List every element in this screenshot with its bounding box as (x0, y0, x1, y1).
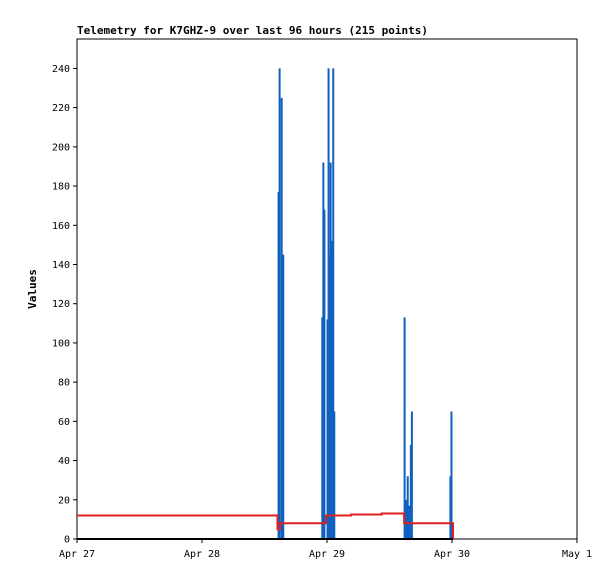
y-tick-label: 120 (52, 299, 70, 310)
x-tick-label: May 1 (562, 549, 592, 560)
y-tick-label: 0 (64, 535, 70, 546)
y-tick-label: 240 (52, 64, 70, 75)
y-tick-label: 160 (52, 221, 70, 232)
y-tick-label: 40 (58, 456, 70, 467)
y-tick-label: 140 (52, 260, 70, 271)
series-layer (77, 68, 454, 540)
y-tick-label: 20 (58, 495, 70, 506)
y-tick-label: 180 (52, 182, 70, 193)
y-tick-label: 200 (52, 142, 70, 153)
x-axis: Apr 27 Apr 28 Apr 29 Apr 30 May 1 (59, 539, 592, 560)
series-line (77, 512, 454, 539)
x-tick-label: Apr 27 (59, 549, 95, 560)
y-tick-label: 80 (58, 378, 70, 389)
y-tick-label: 60 (58, 417, 70, 428)
y-tick-label: 100 (52, 338, 70, 349)
y-tick-label: 220 (52, 103, 70, 114)
series-0 (277, 68, 453, 539)
x-tick-label: Apr 28 (184, 549, 220, 560)
chart-title: Telemetry for K7GHZ-9 over last 96 hours… (77, 24, 428, 37)
x-tick-label: Apr 30 (434, 549, 470, 560)
y-axis-label: Values (26, 269, 39, 309)
x-tick-label: Apr 29 (309, 549, 345, 560)
series-1 (77, 512, 454, 539)
y-axis: 0 20 40 60 80 100 120 140 160 180 200 220 240 (52, 64, 77, 546)
